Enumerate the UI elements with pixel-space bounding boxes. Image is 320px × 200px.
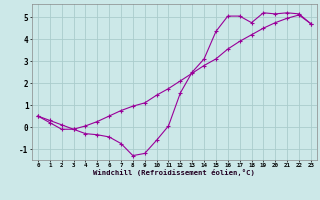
X-axis label: Windchill (Refroidissement éolien,°C): Windchill (Refroidissement éolien,°C) bbox=[93, 169, 255, 176]
